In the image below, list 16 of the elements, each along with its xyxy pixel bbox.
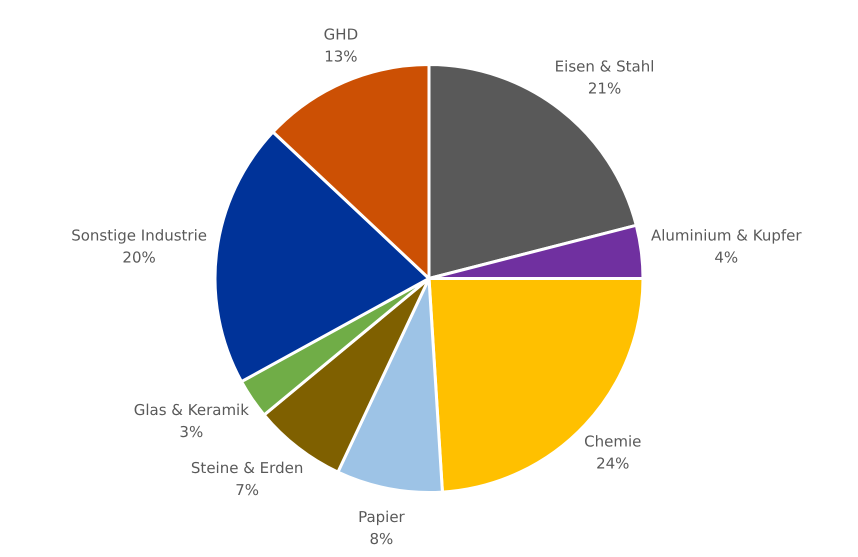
data-label: 7%	[235, 481, 260, 500]
slice-label: Aluminium & Kupfer	[650, 226, 802, 245]
data-label: 13%	[324, 47, 358, 66]
data-label: 8%	[370, 530, 394, 548]
slice-label: Steine & Erden	[190, 459, 304, 478]
slice-label: Sonstige Industrie	[71, 226, 208, 245]
slice-label: Eisen & Stahl	[554, 58, 654, 76]
slice-label: Papier	[358, 508, 406, 526]
data-label: 4%	[714, 248, 738, 267]
slice-label: GHD	[324, 25, 358, 44]
slice-label: Glas & Keramik	[134, 401, 250, 420]
data-label: 3%	[179, 423, 204, 442]
data-label: 20%	[122, 248, 156, 267]
slice-label: Chemie	[584, 432, 642, 450]
data-label: 21%	[588, 80, 622, 98]
data-label: 24%	[596, 454, 630, 472]
